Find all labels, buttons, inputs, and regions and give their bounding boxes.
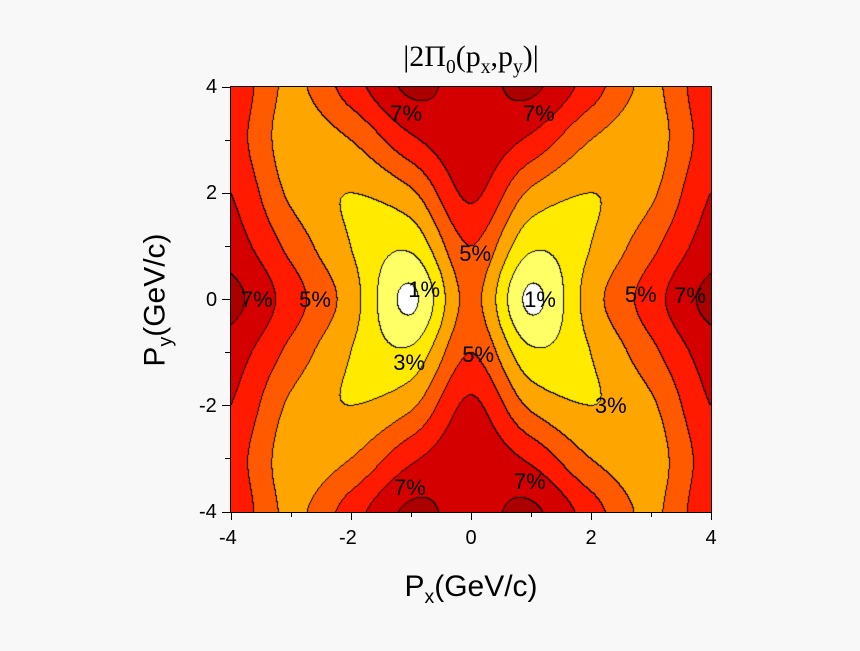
x-tick-label: -4 [219,527,237,549]
contour-label: 5% [624,282,657,308]
x-tick-label: 0 [465,527,477,549]
y-label-sub: y [154,336,177,347]
contour-label: 5% [299,286,331,312]
x-major-tick [470,512,472,520]
contour-label: 1% [524,286,556,312]
y-tick-label: 4 [206,76,218,98]
y-label-main: P [138,346,172,367]
y-minor-tick [225,139,230,141]
contour-label: 5% [459,240,492,266]
y-minor-tick [225,458,230,460]
contour-plot-area [231,87,711,512]
x-minor-tick [650,512,652,517]
contour-label: 7% [513,469,546,495]
x-label-main: P [404,570,425,603]
y-tick-label: 0 [206,288,218,311]
y-major-tick [222,86,230,88]
x-minor-tick [290,512,292,517]
title-part: )| [522,40,539,73]
contour-label: 5% [462,342,495,368]
y-major-tick [222,299,230,300]
contour-label: 7% [522,100,555,126]
x-tick-label: -2 [339,527,357,549]
x-major-tick [710,512,712,520]
contour-label: 3% [594,392,627,418]
y-minor-tick [225,352,230,354]
title-sub: y [512,57,523,78]
contour-label: 7% [393,474,426,500]
x-tick-label: 2 [585,527,597,549]
y-major-tick [222,405,230,407]
y-tick-label: -4 [199,501,217,523]
x-label-unit: (GeV/c) [434,570,538,603]
x-major-tick [230,512,232,520]
contour-label: 3% [393,350,426,376]
y-major-tick [222,192,230,194]
y-axis-label: Py(GeV/c) [139,233,178,366]
y-minor-tick [225,245,230,247]
y-tick-label: -2 [199,394,217,417]
x-axis-label: Px(GeV/c) [0,570,860,609]
contour-label: 7% [240,286,273,312]
contour-label: 7% [390,100,423,126]
title-sub: 0 [445,57,456,78]
y-label-unit: (GeV/c) [138,233,172,337]
title-part: (p [455,40,481,73]
title-part: |2Π [403,40,446,73]
y-major-tick [222,511,230,513]
x-tick-label: 4 [705,527,717,549]
x-major-tick [590,512,592,520]
y-tick-label: 2 [206,182,218,205]
title-sub: x [480,57,491,78]
contour-label: 7% [674,282,706,308]
contour-label: 1% [408,276,441,302]
x-minor-tick [530,512,532,517]
title-part: ,p [490,40,513,73]
x-label-sub: x [424,586,435,608]
chart-title: |2Π0(px,py)| [0,40,860,79]
x-major-tick [350,512,352,520]
x-minor-tick [410,512,412,517]
